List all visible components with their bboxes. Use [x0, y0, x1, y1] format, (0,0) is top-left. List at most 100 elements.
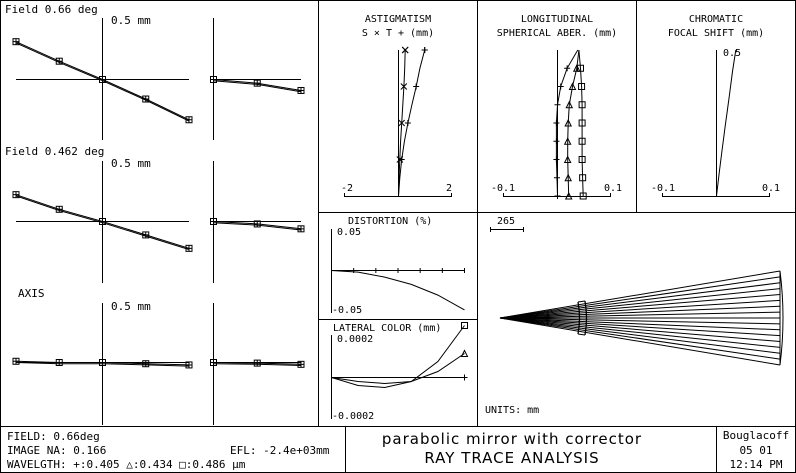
layout-ray [499, 317, 781, 337]
fan-scale-label: 0.5 mm [111, 14, 151, 27]
layout-ray [499, 317, 781, 325]
corrector-surface-1 [577, 301, 581, 335]
distortion-line [331, 270, 465, 311]
layout-ray [499, 317, 781, 348]
fan-point-plus [254, 220, 261, 227]
layout-ray [499, 317, 781, 331]
spherical-point [564, 191, 573, 200]
spherical-point [579, 174, 587, 182]
spherical-curve-0.434 [567, 49, 580, 197]
layout-ray [499, 276, 781, 319]
lateral-color-curve-0.434 [331, 353, 465, 385]
fan-sagittal-curve [210, 359, 305, 368]
corrector-edge [577, 300, 586, 303]
fan-sagittal-curve [210, 218, 305, 233]
astigmatism-point [398, 156, 405, 163]
spherical-x-max: 0.1 [604, 183, 622, 194]
astigmatism-point [421, 47, 428, 53]
lateral-color-plot: LATERAL COLOR (mm) 0.0002 -0.0002 [331, 322, 469, 422]
astigmatism-point [401, 46, 409, 54]
fan-point-plus [13, 358, 19, 365]
fan-point-plus [186, 116, 192, 123]
footer-date: 05 01 [739, 444, 772, 457]
chromatic-line [716, 49, 737, 197]
spherical-point [565, 100, 574, 109]
layout-ray [499, 317, 781, 342]
fan-point-plus [210, 76, 217, 83]
chromatic-subtitle: FOCAL SHIFT (mm) [668, 28, 764, 39]
fan-point-plus [56, 206, 63, 213]
lateral-color-curves [331, 322, 469, 389]
fan-point-plus [56, 359, 63, 366]
spherical-point [578, 83, 586, 90]
lateral-color-bottom-label: -0.0002 [332, 411, 374, 422]
footer-field: FIELD: 0.66deg [7, 430, 100, 443]
layout-scale-label: 265 [497, 216, 515, 227]
fan-field-label: Field 0.66 deg [5, 3, 98, 16]
footer-time: 12:14 PM [730, 458, 783, 471]
footer-subtitle: RAY TRACE ANALYSIS [424, 449, 599, 467]
fan-point-plus [142, 96, 149, 103]
spherical-aberration-plot: LONGITUDINAL SPHERICAL ABER. (mm) -0.1 0… [491, 14, 622, 200]
spherical-point [554, 101, 561, 108]
footer-wavelength: WAVELGTH: +:0.405 △:0.434 □:0.486 µm [7, 458, 246, 471]
fan-point-plus [56, 58, 63, 65]
fan-scale-label: 0.5 mm [111, 157, 151, 170]
layout-mirror-curve [779, 270, 784, 366]
lateral-color-curve-0.486 [331, 325, 465, 389]
chromatic-curve [716, 49, 737, 197]
fan-point-plus [254, 360, 261, 367]
ray-fan-row-2: Field 0.462 deg 0.5 mm [5, 145, 305, 283]
spherical-point [563, 137, 572, 145]
spherical-point [553, 174, 560, 181]
fan-field-label: Field 0.462 deg [5, 145, 104, 158]
spherical-point [578, 137, 586, 145]
fan-point-plus [254, 80, 261, 87]
spherical-point [578, 101, 586, 109]
spherical-point [578, 119, 586, 127]
spherical-point [568, 82, 577, 90]
fan-tangential-curve [12, 191, 193, 252]
astigmatism-x-min: -2 [341, 183, 353, 194]
astigmatism-curve-T [398, 49, 426, 197]
chromatic-top-label: 0.5 [723, 48, 741, 59]
lateral-color-top-label: 0.0002 [337, 334, 373, 345]
ray-fan-row-1: Field 0.66 deg 0.5 mm [5, 3, 305, 140]
layout-corrector [577, 300, 588, 336]
corrector-edge [577, 333, 586, 336]
lateral-color-point [461, 374, 468, 381]
chromatic-title: CHROMATIC [689, 14, 743, 25]
distortion-top-label: 0.05 [337, 227, 361, 238]
spherical-curve-0.486 [578, 49, 584, 197]
astigmatism-curves [396, 46, 428, 197]
spherical-point [577, 64, 585, 72]
ray-fan-row-3: AXIS 0.5 mm [12, 287, 305, 425]
astigmatism-plot: ASTIGMATISM S × T + (mm) -2 2 [341, 14, 452, 197]
lateral-color-title: LATERAL COLOR (mm) [333, 323, 441, 334]
chromatic-x-max: 0.1 [762, 183, 780, 194]
fan-point-plus [186, 361, 192, 368]
spherical-point [553, 120, 560, 126]
distortion-plot: DISTORTION (%) 0.05 -0.05 [331, 216, 465, 316]
fan-point-plus [210, 218, 217, 225]
spherical-point [572, 64, 581, 72]
fan-point-plus [298, 225, 304, 232]
fan-point-plus [13, 38, 19, 45]
astigmatism-point [413, 83, 420, 90]
fan-field-label: AXIS [18, 287, 45, 300]
distortion-title: DISTORTION (%) [348, 216, 432, 227]
fan-tangential-curve [12, 357, 193, 369]
spherical-point [578, 156, 586, 163]
layout-ray [499, 317, 781, 366]
fan-point-plus [298, 87, 304, 94]
spherical-point [564, 118, 573, 127]
fan-tangential-curve [12, 38, 193, 124]
fan-sagittal-curve [210, 76, 305, 94]
layout-ray [499, 294, 781, 319]
fan-point-plus [99, 359, 106, 366]
astigmatism-point [398, 119, 406, 127]
layout-ray [499, 270, 781, 319]
fan-point-plus [99, 76, 106, 83]
layout-ray [499, 311, 781, 319]
footer: FIELD: 0.66deg IMAGE NA: 0.166 EFL: -2.4… [7, 429, 789, 471]
